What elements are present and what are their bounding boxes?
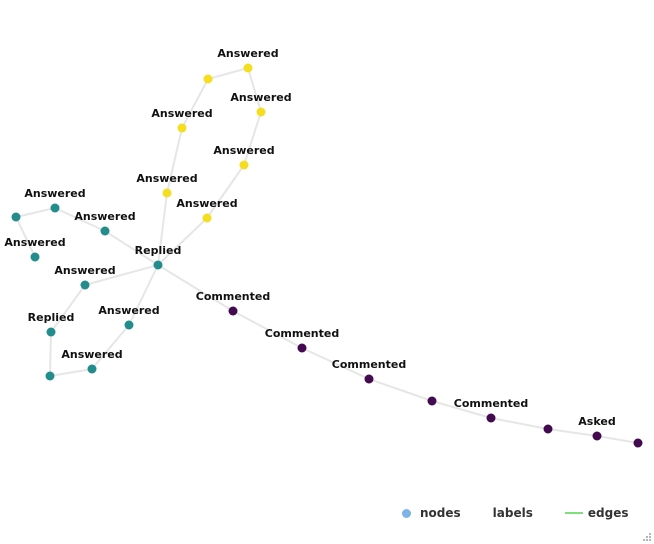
node-p1[interactable] <box>228 306 238 316</box>
edge-p3-p4 <box>368 378 433 402</box>
node-label-y6: Answered <box>213 144 274 157</box>
node-label-t5: Answered <box>54 264 115 277</box>
node-t5[interactable] <box>80 280 90 290</box>
edge-t6-t7 <box>49 331 52 377</box>
node-t4[interactable] <box>30 252 40 262</box>
edge-y6-y7 <box>206 164 245 219</box>
node-r[interactable] <box>153 260 163 270</box>
edge-p6-p7 <box>547 428 598 437</box>
edge-p4-p5 <box>431 400 492 419</box>
node-p6[interactable] <box>543 424 553 434</box>
edge-y3-y4 <box>207 67 249 80</box>
node-y1[interactable] <box>162 188 172 198</box>
node-label-t2: Answered <box>24 187 85 200</box>
node-label-p2: Commented <box>265 327 339 340</box>
node-label-t8: Answered <box>61 348 122 361</box>
node-p5[interactable] <box>486 413 496 423</box>
edge-y1-y2 <box>166 127 183 194</box>
edge-t3-t4 <box>15 216 36 258</box>
edge-y2-y3 <box>181 78 209 129</box>
legend-edges[interactable]: edges <box>564 506 629 520</box>
node-t2[interactable] <box>50 203 60 213</box>
edge-t5-t6 <box>50 284 86 333</box>
edge-r-t5 <box>84 264 159 286</box>
edge-p5-p6 <box>490 417 549 430</box>
legend-edges-swatch <box>564 512 583 514</box>
edge-y4-y5 <box>247 67 262 113</box>
edge-t1-t2 <box>54 207 106 232</box>
node-label-r: Replied <box>135 244 182 257</box>
edge-t7-t8 <box>49 368 93 377</box>
node-y3[interactable] <box>203 74 213 84</box>
node-t1[interactable] <box>100 226 110 236</box>
edges-layer <box>15 67 639 444</box>
node-label-t6: Replied <box>28 311 75 324</box>
node-t8[interactable] <box>87 364 97 374</box>
edge-t8-t9 <box>91 324 130 370</box>
edge-y7-r <box>157 217 208 266</box>
node-y6[interactable] <box>239 160 249 170</box>
edge-r-t1 <box>104 230 159 266</box>
node-label-y1: Answered <box>136 172 197 185</box>
edge-t9-r <box>128 264 159 326</box>
edge-p1-p2 <box>232 310 303 349</box>
node-label-y7: Answered <box>176 197 237 210</box>
node-p3[interactable] <box>364 374 374 384</box>
edge-p2-p3 <box>301 347 370 380</box>
node-label-y4: Answered <box>217 47 278 60</box>
edge-t2-t3 <box>15 207 56 218</box>
legend-nodes-label: nodes <box>420 506 461 520</box>
legend-labels-label: labels <box>492 506 533 520</box>
node-y4[interactable] <box>243 63 253 73</box>
edge-r-p1 <box>157 264 234 312</box>
node-label-p7: Asked <box>578 415 615 428</box>
edge-y5-y6 <box>243 111 262 166</box>
node-y2[interactable] <box>177 123 187 133</box>
node-y5[interactable] <box>256 107 266 117</box>
node-label-t4: Answered <box>4 236 65 249</box>
node-label-p1: Commented <box>196 290 270 303</box>
node-t9[interactable] <box>124 320 134 330</box>
node-label-p5: Commented <box>454 397 528 410</box>
node-t7[interactable] <box>45 371 55 381</box>
legend-nodes[interactable]: nodes <box>402 506 461 520</box>
nodes-layer <box>11 63 643 448</box>
node-label-p3: Commented <box>332 358 406 371</box>
node-t6[interactable] <box>46 327 56 337</box>
node-t3[interactable] <box>11 212 21 222</box>
edge-p7-p8 <box>596 435 639 444</box>
node-p4[interactable] <box>427 396 437 406</box>
legend-edges-label: edges <box>587 506 629 520</box>
labels-layer: Replied Answered Answered Answered Answered R… <box>4 47 615 428</box>
node-p2[interactable] <box>297 343 307 353</box>
edge-r-y1 <box>157 192 168 266</box>
node-p7[interactable] <box>592 431 602 441</box>
node-p8[interactable] <box>633 438 643 448</box>
legend-labels[interactable]: labels <box>493 506 533 520</box>
node-label-y2: Answered <box>151 107 212 120</box>
node-label-y5: Answered <box>230 91 291 104</box>
node-label-t9: Answered <box>98 304 159 317</box>
resize-grip-icon[interactable] <box>640 530 652 542</box>
node-y7[interactable] <box>202 213 212 223</box>
node-label-t1: Answered <box>74 210 135 223</box>
legend-nodes-swatch <box>402 508 411 518</box>
legend: nodes labels edges <box>402 503 628 523</box>
